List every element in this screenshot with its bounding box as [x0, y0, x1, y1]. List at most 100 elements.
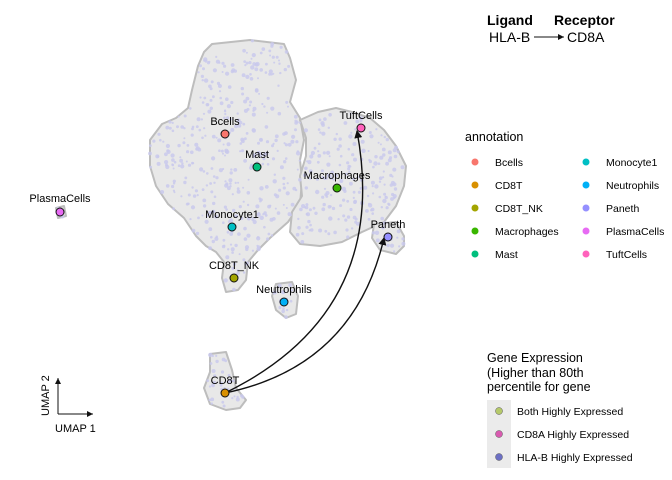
- cell-dot: [172, 182, 176, 185]
- cell-dot: [354, 128, 357, 131]
- cell-dot: [231, 397, 234, 400]
- cell-dot: [191, 127, 194, 131]
- cell-dot: [317, 154, 322, 158]
- cell-dot: [191, 161, 194, 165]
- cell-dot: [245, 51, 248, 54]
- cell-dot: [396, 236, 399, 239]
- cell-dot: [222, 221, 225, 224]
- cell-dot: [215, 359, 219, 364]
- cell-dot: [321, 131, 326, 136]
- cell-dot: [218, 90, 222, 93]
- centroid-label-monocyte1: Monocyte1: [205, 209, 259, 221]
- cell-dot: [224, 150, 229, 154]
- cell-dot: [179, 158, 184, 163]
- cell-dot: [171, 184, 175, 189]
- cell-dot: [232, 208, 236, 213]
- cell-dot: [325, 191, 330, 195]
- centroid-point-tuftcells: [356, 123, 366, 133]
- cell-dot: [208, 385, 211, 388]
- cell-dot: [344, 218, 348, 222]
- cell-dot: [196, 194, 199, 197]
- cell-dot: [378, 176, 383, 180]
- cell-dot: [230, 127, 235, 132]
- cell-dot: [393, 250, 396, 253]
- cell-dot: [378, 195, 382, 199]
- expression-label-2: HLA-B Highly Expressed: [517, 452, 633, 464]
- cell-dot: [256, 245, 261, 250]
- cell-dot: [230, 118, 233, 121]
- legend-label-plasmacells: PlasmaCells: [606, 226, 664, 238]
- cell-dot: [326, 150, 331, 155]
- cell-dot: [307, 219, 311, 224]
- cell-dot: [250, 57, 253, 60]
- legend-label-neutrophils: Neutrophils: [606, 180, 659, 192]
- cell-dot: [268, 69, 273, 74]
- cell-dot: [271, 144, 274, 148]
- cell-dot: [149, 144, 152, 148]
- cell-dot: [359, 119, 363, 123]
- cell-dot: [248, 104, 251, 107]
- cell-dot: [208, 246, 213, 251]
- legend-label-mast: Mast: [495, 249, 518, 261]
- cell-dot: [322, 202, 326, 207]
- cell-dot: [348, 170, 351, 173]
- cell-dot: [228, 178, 233, 183]
- cell-dot: [249, 165, 254, 170]
- cell-dot: [219, 384, 223, 387]
- cell-dot: [320, 169, 324, 173]
- cell-dot: [251, 249, 254, 252]
- cell-dot: [225, 182, 229, 186]
- cell-dot: [249, 100, 253, 104]
- cell-dot: [334, 173, 338, 178]
- cell-dot: [287, 142, 292, 147]
- cell-dot: [170, 153, 175, 158]
- cell-dot: [360, 139, 365, 144]
- cell-dot: [254, 217, 256, 220]
- cell-dot: [226, 104, 231, 109]
- cell-dot: [251, 216, 254, 219]
- cell-dot: [349, 207, 353, 212]
- cell-dot: [209, 87, 213, 91]
- cell-dot: [249, 77, 254, 81]
- cell-dot: [242, 122, 246, 126]
- cell-dot: [221, 61, 225, 65]
- legend-label-paneth: Paneth: [606, 203, 639, 215]
- cell-dot: [206, 172, 209, 175]
- cell-type-centroids: Bcells Mast Monocyte1 CD8T_NK Neutrophils CD8…: [29, 110, 406, 398]
- cell-dot: [239, 142, 243, 145]
- cell-dot: [177, 164, 181, 167]
- cell-dot: [284, 131, 288, 136]
- cell-dot: [209, 362, 213, 365]
- cell-dot: [231, 251, 234, 254]
- cell-dot: [278, 188, 282, 192]
- cell-dot: [209, 182, 213, 185]
- cell-dot: [350, 227, 354, 230]
- cell-dot: [346, 161, 350, 165]
- cell-dot: [343, 189, 347, 193]
- cell-dot: [171, 163, 175, 167]
- cell-dot: [184, 176, 188, 180]
- cell-dot: [223, 205, 227, 209]
- cell-dot: [294, 128, 297, 132]
- cell-dot: [366, 194, 370, 198]
- cell-dot: [284, 315, 288, 319]
- cell-dot: [220, 381, 224, 385]
- cell-dot: [232, 379, 235, 383]
- centroid-label-paneth: Paneth: [371, 219, 406, 231]
- cell-dot: [208, 352, 213, 358]
- cell-dot: [202, 112, 206, 115]
- cell-dot: [225, 71, 230, 76]
- cell-dot: [323, 187, 327, 190]
- cell-dot: [373, 161, 378, 166]
- cell-dot: [278, 59, 280, 62]
- cell-dot: [214, 214, 218, 219]
- centroid-point-monocyte1: [227, 222, 237, 232]
- cell-dot: [183, 180, 187, 185]
- cell-dot: [321, 123, 325, 127]
- cell-dot: [220, 370, 225, 374]
- cell-dot: [210, 80, 214, 84]
- cell-dot: [290, 289, 294, 292]
- cell-dot: [401, 237, 405, 241]
- cell-dot: [359, 116, 364, 121]
- cell-dot: [372, 192, 375, 195]
